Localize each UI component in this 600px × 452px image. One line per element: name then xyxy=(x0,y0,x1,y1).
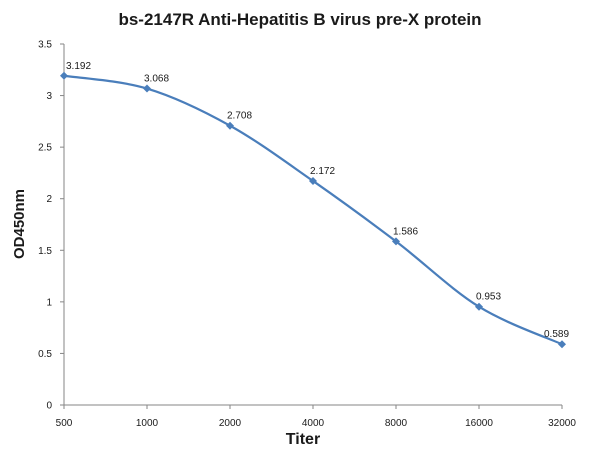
y-tick-label: 3.5 xyxy=(38,40,52,51)
data-point-marker xyxy=(392,237,400,246)
x-tick-label: 32000 xyxy=(548,418,576,429)
y-tick-label: 1 xyxy=(46,297,52,308)
y-tick-label: 2 xyxy=(46,194,52,205)
x-tick-label: 1000 xyxy=(136,418,159,429)
series-line xyxy=(63,74,563,346)
data-label: 1.586 xyxy=(393,226,418,237)
data-point-marker xyxy=(309,176,317,185)
y-tick-label: 0.5 xyxy=(38,349,52,360)
x-axis-title: Titer xyxy=(286,431,320,448)
y-tick-label: 2.5 xyxy=(38,143,52,154)
y-axis-title: OD450nm xyxy=(11,189,28,259)
data-label: 2.708 xyxy=(227,111,252,122)
x-tick-label: 2000 xyxy=(219,418,242,429)
y-tick-label: 3 xyxy=(46,91,52,102)
data-point-marker xyxy=(475,302,483,311)
y-tick-label: 1.5 xyxy=(38,246,52,257)
x-tick-label: 16000 xyxy=(465,418,493,429)
data-label: 0.953 xyxy=(476,292,501,303)
data-label: 2.172 xyxy=(310,166,335,177)
data-markers xyxy=(60,71,566,349)
data-label: 3.192 xyxy=(66,61,91,72)
data-labels: 3.192 3.068 2.708 2.172 1.586 0.953 0.589 xyxy=(66,61,569,340)
data-point-marker xyxy=(143,84,151,93)
data-point-marker xyxy=(60,71,68,80)
axes xyxy=(63,44,562,406)
data-point-marker xyxy=(226,121,234,130)
y-tick-label: 0 xyxy=(46,401,52,412)
data-label: 3.068 xyxy=(144,74,169,85)
chart-title: bs-2147R Anti-Hepatitis B virus pre-X pr… xyxy=(118,10,481,29)
x-tick-label: 8000 xyxy=(385,418,408,429)
x-axis-ticks: 500 1000 2000 4000 8000 16000 32000 xyxy=(56,405,576,429)
x-tick-label: 4000 xyxy=(302,418,325,429)
data-label: 0.589 xyxy=(544,329,569,340)
x-tick-label: 500 xyxy=(56,418,73,429)
y-axis-ticks: 0 0.5 1 1.5 2 2.5 3 3.5 xyxy=(38,40,64,412)
data-point-marker xyxy=(558,340,566,349)
